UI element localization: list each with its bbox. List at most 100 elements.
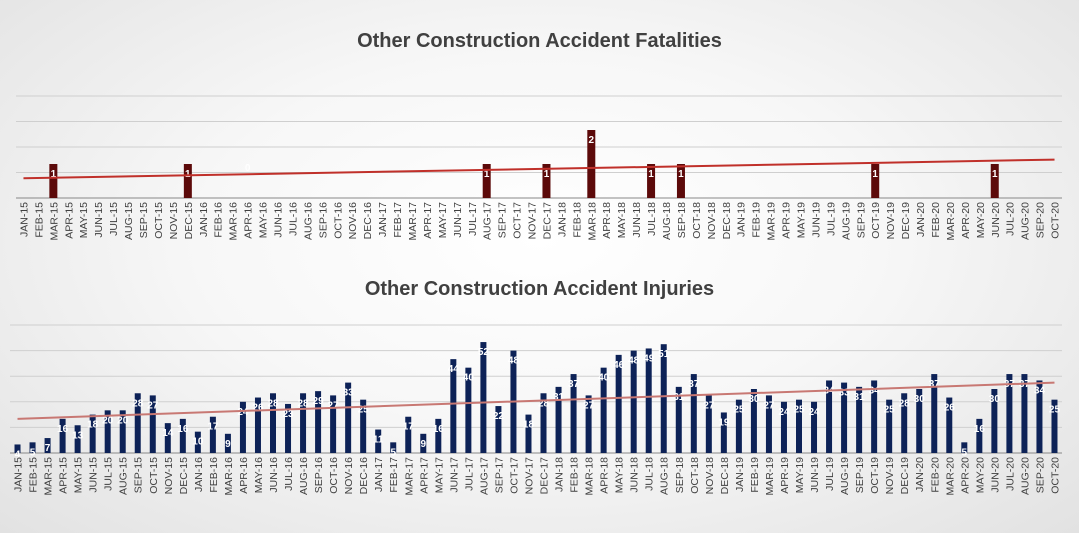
injuries-bar <box>540 393 547 453</box>
injuries-bar <box>615 354 622 453</box>
injuries-data-label: 18 <box>87 420 99 431</box>
injuries-bar <box>119 410 126 453</box>
fatalities-tick-label: OCT-15 <box>153 202 165 239</box>
injuries-tick-label: JAN-18 <box>554 457 566 492</box>
injuries-data-label: 10 <box>192 437 204 448</box>
injuries-data-label: 31 <box>673 392 685 403</box>
fatalities-data-label: 1 <box>648 169 654 180</box>
fatalities-chart: Other Construction Accident Fatalities 1… <box>16 30 1062 241</box>
injuries-bar <box>750 389 757 453</box>
fatalities-tick-label: AUG-19 <box>840 202 852 240</box>
injuries-tick-label: AUG-20 <box>1019 457 1031 495</box>
injuries-bar <box>690 374 697 453</box>
fatalities-trendline <box>23 158 1055 180</box>
injuries-data-label: 18 <box>523 420 535 431</box>
fatalities-tick-label: SEP-16 <box>317 202 329 238</box>
fatalities-tick-label: JUL-19 <box>825 202 837 236</box>
fatalities-data-label: 1 <box>678 169 684 180</box>
injuries-data-label: 37 <box>688 379 700 390</box>
injuries-bar <box>600 367 607 453</box>
injuries-data-label: 5 <box>962 447 968 458</box>
injuries-data-label: 11 <box>373 435 384 446</box>
injuries-tick-label: JAN-15 <box>13 457 25 492</box>
fatalities-tick-label: DEC-15 <box>183 202 195 240</box>
fatalities-tick-label: NOV-19 <box>885 202 897 240</box>
injuries-tick-label: MAR-16 <box>223 457 235 496</box>
injuries-data-label: 7 <box>45 443 51 454</box>
injuries-bar <box>916 389 923 453</box>
injuries-tick-label: MAR-17 <box>403 457 415 496</box>
injuries-data-label: 14 <box>162 428 174 439</box>
injuries-data-label: 27 <box>583 400 595 411</box>
injuries-tick-label: JAN-16 <box>193 457 205 492</box>
fatalities-tick-label: OCT-17 <box>512 202 524 239</box>
injuries-bar <box>134 393 141 453</box>
injuries-tick-label: MAY-15 <box>73 457 85 493</box>
injuries-data-label: 22 <box>493 411 505 422</box>
injuries-tick-label: JUL-15 <box>103 457 115 491</box>
fatalities-tick-label: APR-19 <box>781 202 793 239</box>
fatalities-tick-label: OCT-16 <box>332 202 344 239</box>
injuries-tick-label: NOV-16 <box>343 457 355 495</box>
injuries-data-label: 16 <box>177 424 189 435</box>
fatalities-tick-label: SEP-15 <box>138 202 150 238</box>
fatalities-tick-label: FEB-20 <box>930 202 942 238</box>
injuries-data-label: 30 <box>914 394 926 405</box>
fatalities-bar <box>49 164 58 198</box>
fatalities-tick-label: AUG-15 <box>123 202 135 240</box>
injuries-bar <box>330 395 337 453</box>
fatalities-tick-label: FEB-19 <box>751 202 763 238</box>
fatalities-tick-label: JUN-20 <box>990 202 1002 238</box>
injuries-bar <box>270 393 276 453</box>
injuries-tick-label: SEP-16 <box>313 457 325 493</box>
fatalities-bar <box>587 130 596 198</box>
injuries-tick-label: FEB-15 <box>28 457 40 493</box>
fatalities-tick-label: JUL-17 <box>467 202 479 236</box>
injuries-bar <box>796 399 802 453</box>
injuries-data-label: 27 <box>763 400 775 411</box>
injuries-tick-label: DEC-17 <box>539 457 551 495</box>
injuries-tick-label: MAY-17 <box>433 457 445 493</box>
injuries-data-label: 28 <box>132 398 144 409</box>
injuries-tick-label: DEC-18 <box>719 457 731 495</box>
injuries-tick-label: SEP-18 <box>674 457 686 493</box>
fatalities-tick-label: MAR-19 <box>766 202 778 241</box>
injuries-bar <box>765 395 772 453</box>
fatalities-tick-label: JUN-15 <box>93 202 105 238</box>
fatalities-bar <box>183 164 192 198</box>
injuries-tick-label: MAY-20 <box>974 457 986 493</box>
injuries-data-label: 48 <box>628 356 640 367</box>
fatalities-chart-plot: 1101121111JAN-15FEB-15MAR-15APR-15MAY-15… <box>16 95 1062 241</box>
injuries-tick-label: MAR-18 <box>584 457 596 496</box>
fatalities-tick-label: MAY-17 <box>437 202 449 238</box>
injuries-bar <box>390 442 397 453</box>
injuries-bar <box>720 412 727 453</box>
injuries-data-label: 24 <box>237 407 249 418</box>
fatalities-tick-label: MAR-18 <box>586 202 598 241</box>
injuries-data-label: 27 <box>147 400 159 411</box>
injuries-data-label: 28 <box>297 398 309 409</box>
fatalities-tick-label: NOV-16 <box>347 202 359 240</box>
fatalities-tick-label: JUN-16 <box>273 202 285 238</box>
injuries-tick-label: JUN-15 <box>88 457 100 493</box>
fatalities-tick-label: JUL-15 <box>108 202 120 236</box>
injuries-bar <box>570 374 577 453</box>
injuries-data-label: 33 <box>343 388 355 399</box>
injuries-bar <box>811 401 818 453</box>
injuries-tick-label: OCT-19 <box>869 457 881 494</box>
injuries-tick-label: JAN-19 <box>734 457 746 492</box>
injuries-tick-label: JUL-18 <box>644 457 656 491</box>
fatalities-tick-label: DEC-19 <box>900 202 912 240</box>
injuries-bar <box>209 416 216 453</box>
injuries-tick-label: NOV-17 <box>523 457 535 495</box>
injuries-data-label: 31 <box>553 392 565 403</box>
fatalities-bar <box>647 164 656 198</box>
injuries-tick-label: FEB-20 <box>929 457 941 493</box>
injuries-data-label: 40 <box>463 373 475 384</box>
injuries-data-label: 25 <box>793 405 805 416</box>
injuries-bar <box>405 416 412 453</box>
fatalities-tick-label: MAY-19 <box>796 202 808 238</box>
injuries-tick-label: SEP-19 <box>854 457 866 493</box>
fatalities-bar <box>482 164 491 198</box>
